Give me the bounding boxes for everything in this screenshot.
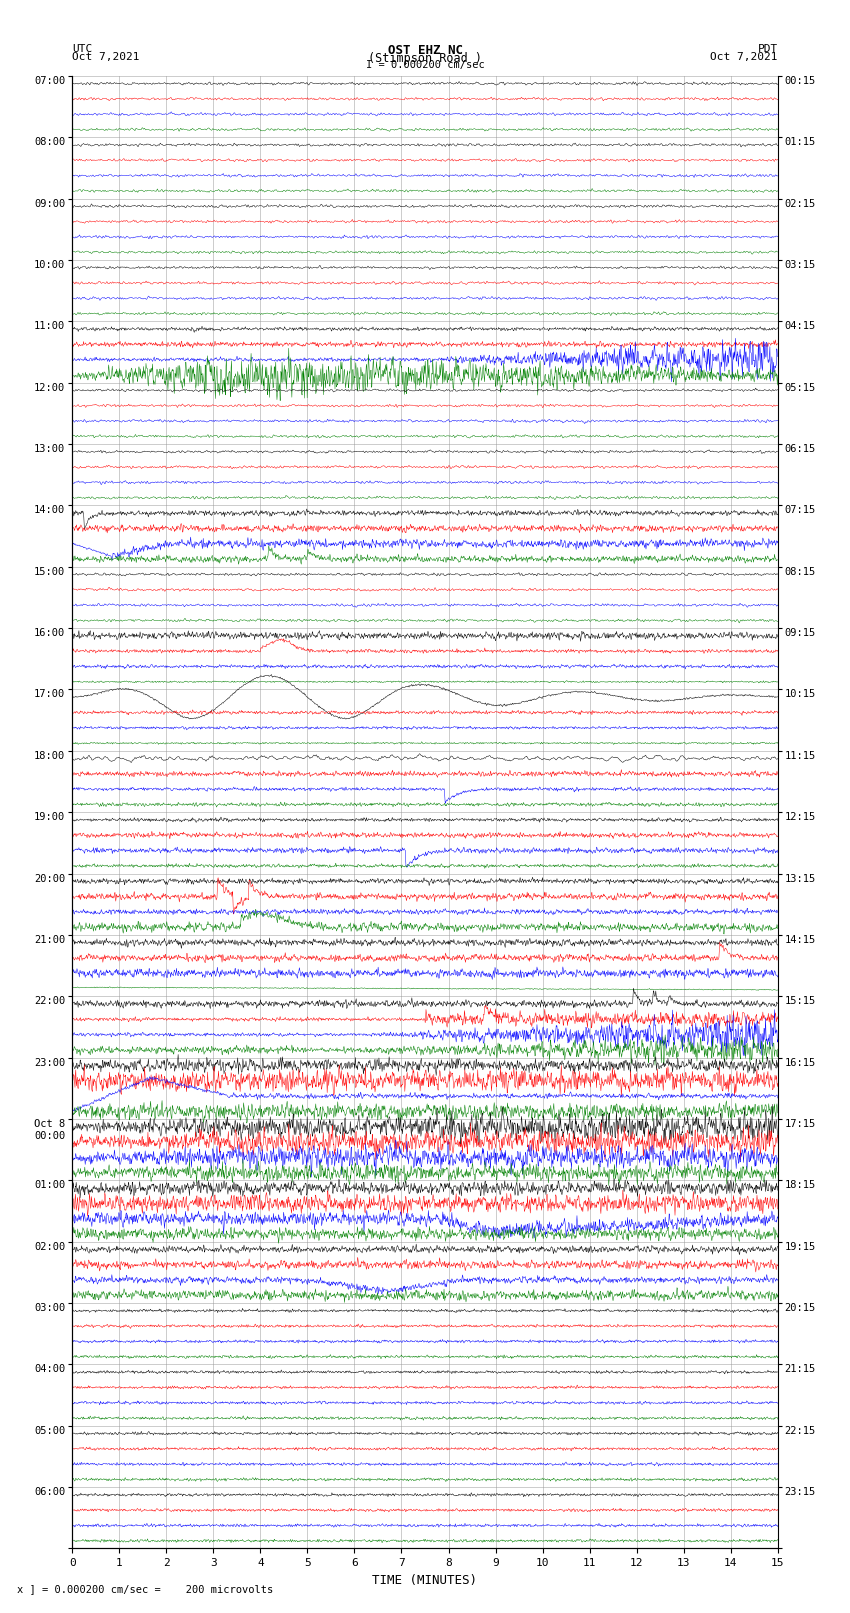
Text: Oct 7,2021: Oct 7,2021 — [72, 52, 139, 61]
Text: OST EHZ NC: OST EHZ NC — [388, 44, 462, 56]
Text: PDT: PDT — [757, 44, 778, 53]
Text: Oct 7,2021: Oct 7,2021 — [711, 52, 778, 61]
Text: (Stimpson Road ): (Stimpson Road ) — [368, 52, 482, 65]
X-axis label: TIME (MINUTES): TIME (MINUTES) — [372, 1574, 478, 1587]
Text: I = 0.000200 cm/sec: I = 0.000200 cm/sec — [366, 60, 484, 71]
Text: UTC: UTC — [72, 44, 93, 53]
Text: x ] = 0.000200 cm/sec =    200 microvolts: x ] = 0.000200 cm/sec = 200 microvolts — [17, 1584, 273, 1594]
